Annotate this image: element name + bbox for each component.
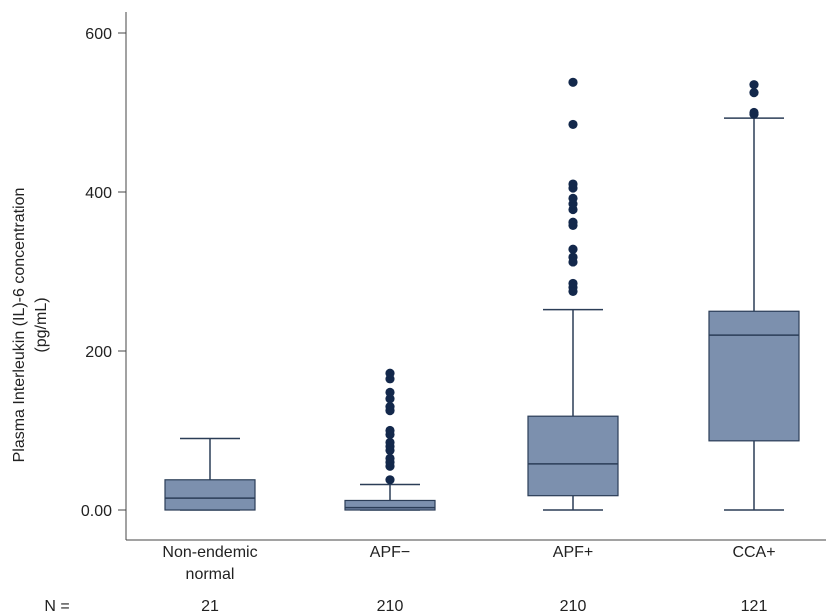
outlier-point [385,437,395,448]
y-axis-label: Plasma Interleukin (IL)-6 concentration (… [11,188,50,463]
x-category-label-line: APF+ [553,544,593,561]
x-category-label-line: APF− [370,544,410,561]
y-axis-ticks: 0.00 200 400 600 [81,26,126,520]
outlier-point [385,453,395,463]
x-axis-categories: Non-endemic normal APF− APF+ CCA+ [162,544,775,583]
axes [125,12,826,541]
outlier-point [568,193,578,203]
outlier-point [385,394,395,404]
iqr-box [344,499,436,511]
y-tick-label: 400 [85,185,112,202]
n-counts: 21 210 210 121 [201,598,767,615]
x-category-label: APF+ [553,544,593,561]
y-axis-label-line: (pg/mL) [33,297,50,352]
iqr-box [708,310,800,442]
outlier-point [568,244,578,254]
box-2 [344,368,436,511]
x-category-label: CCA+ [732,544,775,561]
n-count: 210 [377,598,404,615]
iqr-box [164,479,256,511]
box-3 [527,77,619,511]
box-series [164,77,800,511]
outlier-point [385,475,395,485]
outlier-point [568,217,578,227]
box-4 [708,80,800,511]
y-axis-label-line: Plasma Interleukin (IL)-6 concentration [11,188,28,463]
x-category-label: APF− [370,544,410,561]
y-tick-label: 600 [85,26,112,43]
outlier-point [568,278,578,289]
outlier-point [568,77,578,87]
y-tick-label: 200 [85,344,112,361]
outlier-point [568,179,578,189]
n-count: 21 [201,598,219,615]
outlier-point [749,88,759,98]
x-category-label-line: Non-endemic [162,544,257,561]
outlier-point [385,387,395,397]
n-count: 210 [560,598,587,615]
outlier-point [568,119,578,130]
y-tick-label: 0.00 [81,503,112,520]
outlier-point [749,80,759,90]
n-count: 121 [741,598,768,615]
outlier-point [568,252,578,262]
outlier-point [385,368,395,378]
box-1 [164,437,256,511]
iqr-box [527,415,619,497]
x-category-label: Non-endemic normal [162,544,257,583]
outlier-point [749,107,759,118]
x-category-label-line: normal [186,566,235,583]
outlier-point [385,402,395,412]
outlier-point [385,425,395,436]
n-label: N = [44,598,69,615]
x-category-label-line: CCA+ [732,544,775,561]
